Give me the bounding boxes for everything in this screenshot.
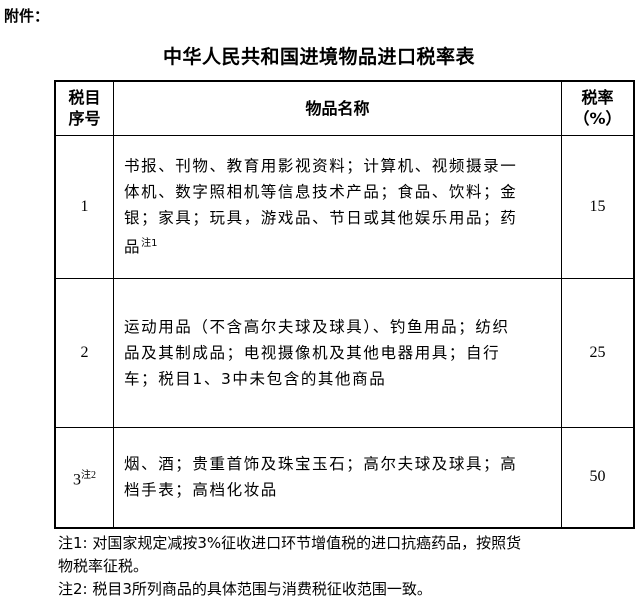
header-text: 税目: [68, 88, 101, 108]
desc-line: 银；家具；玩具，游戏品、节日或其他娱乐用品；药: [124, 208, 518, 227]
header-item-name: 物品名称: [113, 80, 562, 136]
item-description: 书报、刊物、教育用影视资料；计算机、视频摄录一 体机、数字照相机等信息技术产品；…: [113, 134, 562, 279]
desc-line: 档手表；高档化妆品: [124, 481, 278, 500]
tax-rate: 50: [561, 426, 635, 529]
item-number-text: 3: [73, 470, 81, 488]
footnote-ref: 注2: [81, 469, 96, 481]
item-number-text: 1: [80, 197, 89, 215]
item-number: 3注2: [54, 426, 114, 529]
table-row: 3注2 烟、酒；贵重首饰及珠宝玉石；高尔夫球及球具；高 档手表；高档化妆品 50: [54, 426, 635, 529]
desc-line: 品注1: [124, 231, 555, 260]
item-number-text: 2: [80, 343, 89, 361]
table-header-row: 税目 序号 物品名称 税率 （%）: [54, 80, 635, 136]
attachment-label: 附件：: [4, 7, 50, 25]
desc-line: 车；税目1、3中未包含的其他商品: [124, 369, 387, 388]
footnote-2: 注2: 税目3所列商品的具体范围与消费税征收范围一致。: [58, 580, 432, 598]
footnotes: 注1: 对国家规定减按3%征收进口环节增值税的进口抗癌药品，按照货 物税率征税。…: [58, 532, 521, 601]
item-number: 2: [54, 277, 114, 428]
desc-line: 品及其制成品；电视摄像机及其他电器用具；自行: [124, 343, 501, 362]
desc-line: 运动用品（不含高尔夫球及球具）、钓鱼用品；纺织: [124, 317, 510, 336]
desc-line: 体机、数字照相机等信息技术产品；食品、饮料；金: [124, 182, 518, 201]
desc-line-text: 品: [124, 238, 142, 257]
item-description: 烟、酒；贵重首饰及珠宝玉石；高尔夫球及球具；高 档手表；高档化妆品: [113, 426, 562, 529]
footnote-1: 注1: 对国家规定减按3%征收进口环节增值税的进口抗癌药品，按照货: [58, 534, 522, 552]
page-title: 中华人民共和国进境物品进口税率表: [162, 46, 475, 68]
header-tax-rate: 税率 （%）: [561, 80, 635, 136]
header-item-number: 税目 序号: [54, 80, 114, 136]
header-text: 序号: [68, 109, 101, 129]
item-number: 1: [54, 134, 114, 279]
header-text: 税率: [581, 88, 614, 108]
tax-rate-table: 税目 序号 物品名称 税率 （%） 1 书报、刊物、教育用影视资料；计算机、视频摄录…: [54, 80, 635, 529]
table-row: 2 运动用品（不含高尔夫球及球具）、钓鱼用品；纺织 品及其制成品；电视摄像机及其…: [54, 277, 635, 428]
table-row: 1 书报、刊物、教育用影视资料；计算机、视频摄录一 体机、数字照相机等信息技术产…: [54, 134, 635, 279]
footnote-1-cont: 物税率征税。: [58, 557, 149, 575]
footnote-ref: 注1: [141, 237, 158, 249]
header-text: （%）: [573, 109, 622, 129]
item-description: 运动用品（不含高尔夫球及球具）、钓鱼用品；纺织 品及其制成品；电视摄像机及其他电…: [113, 277, 562, 428]
desc-line: 书报、刊物、教育用影视资料；计算机、视频摄录一: [124, 156, 518, 175]
tax-rate: 25: [561, 277, 635, 428]
tax-rate: 15: [561, 134, 635, 279]
desc-line: 烟、酒；贵重首饰及珠宝玉石；高尔夫球及球具；高: [124, 455, 518, 474]
